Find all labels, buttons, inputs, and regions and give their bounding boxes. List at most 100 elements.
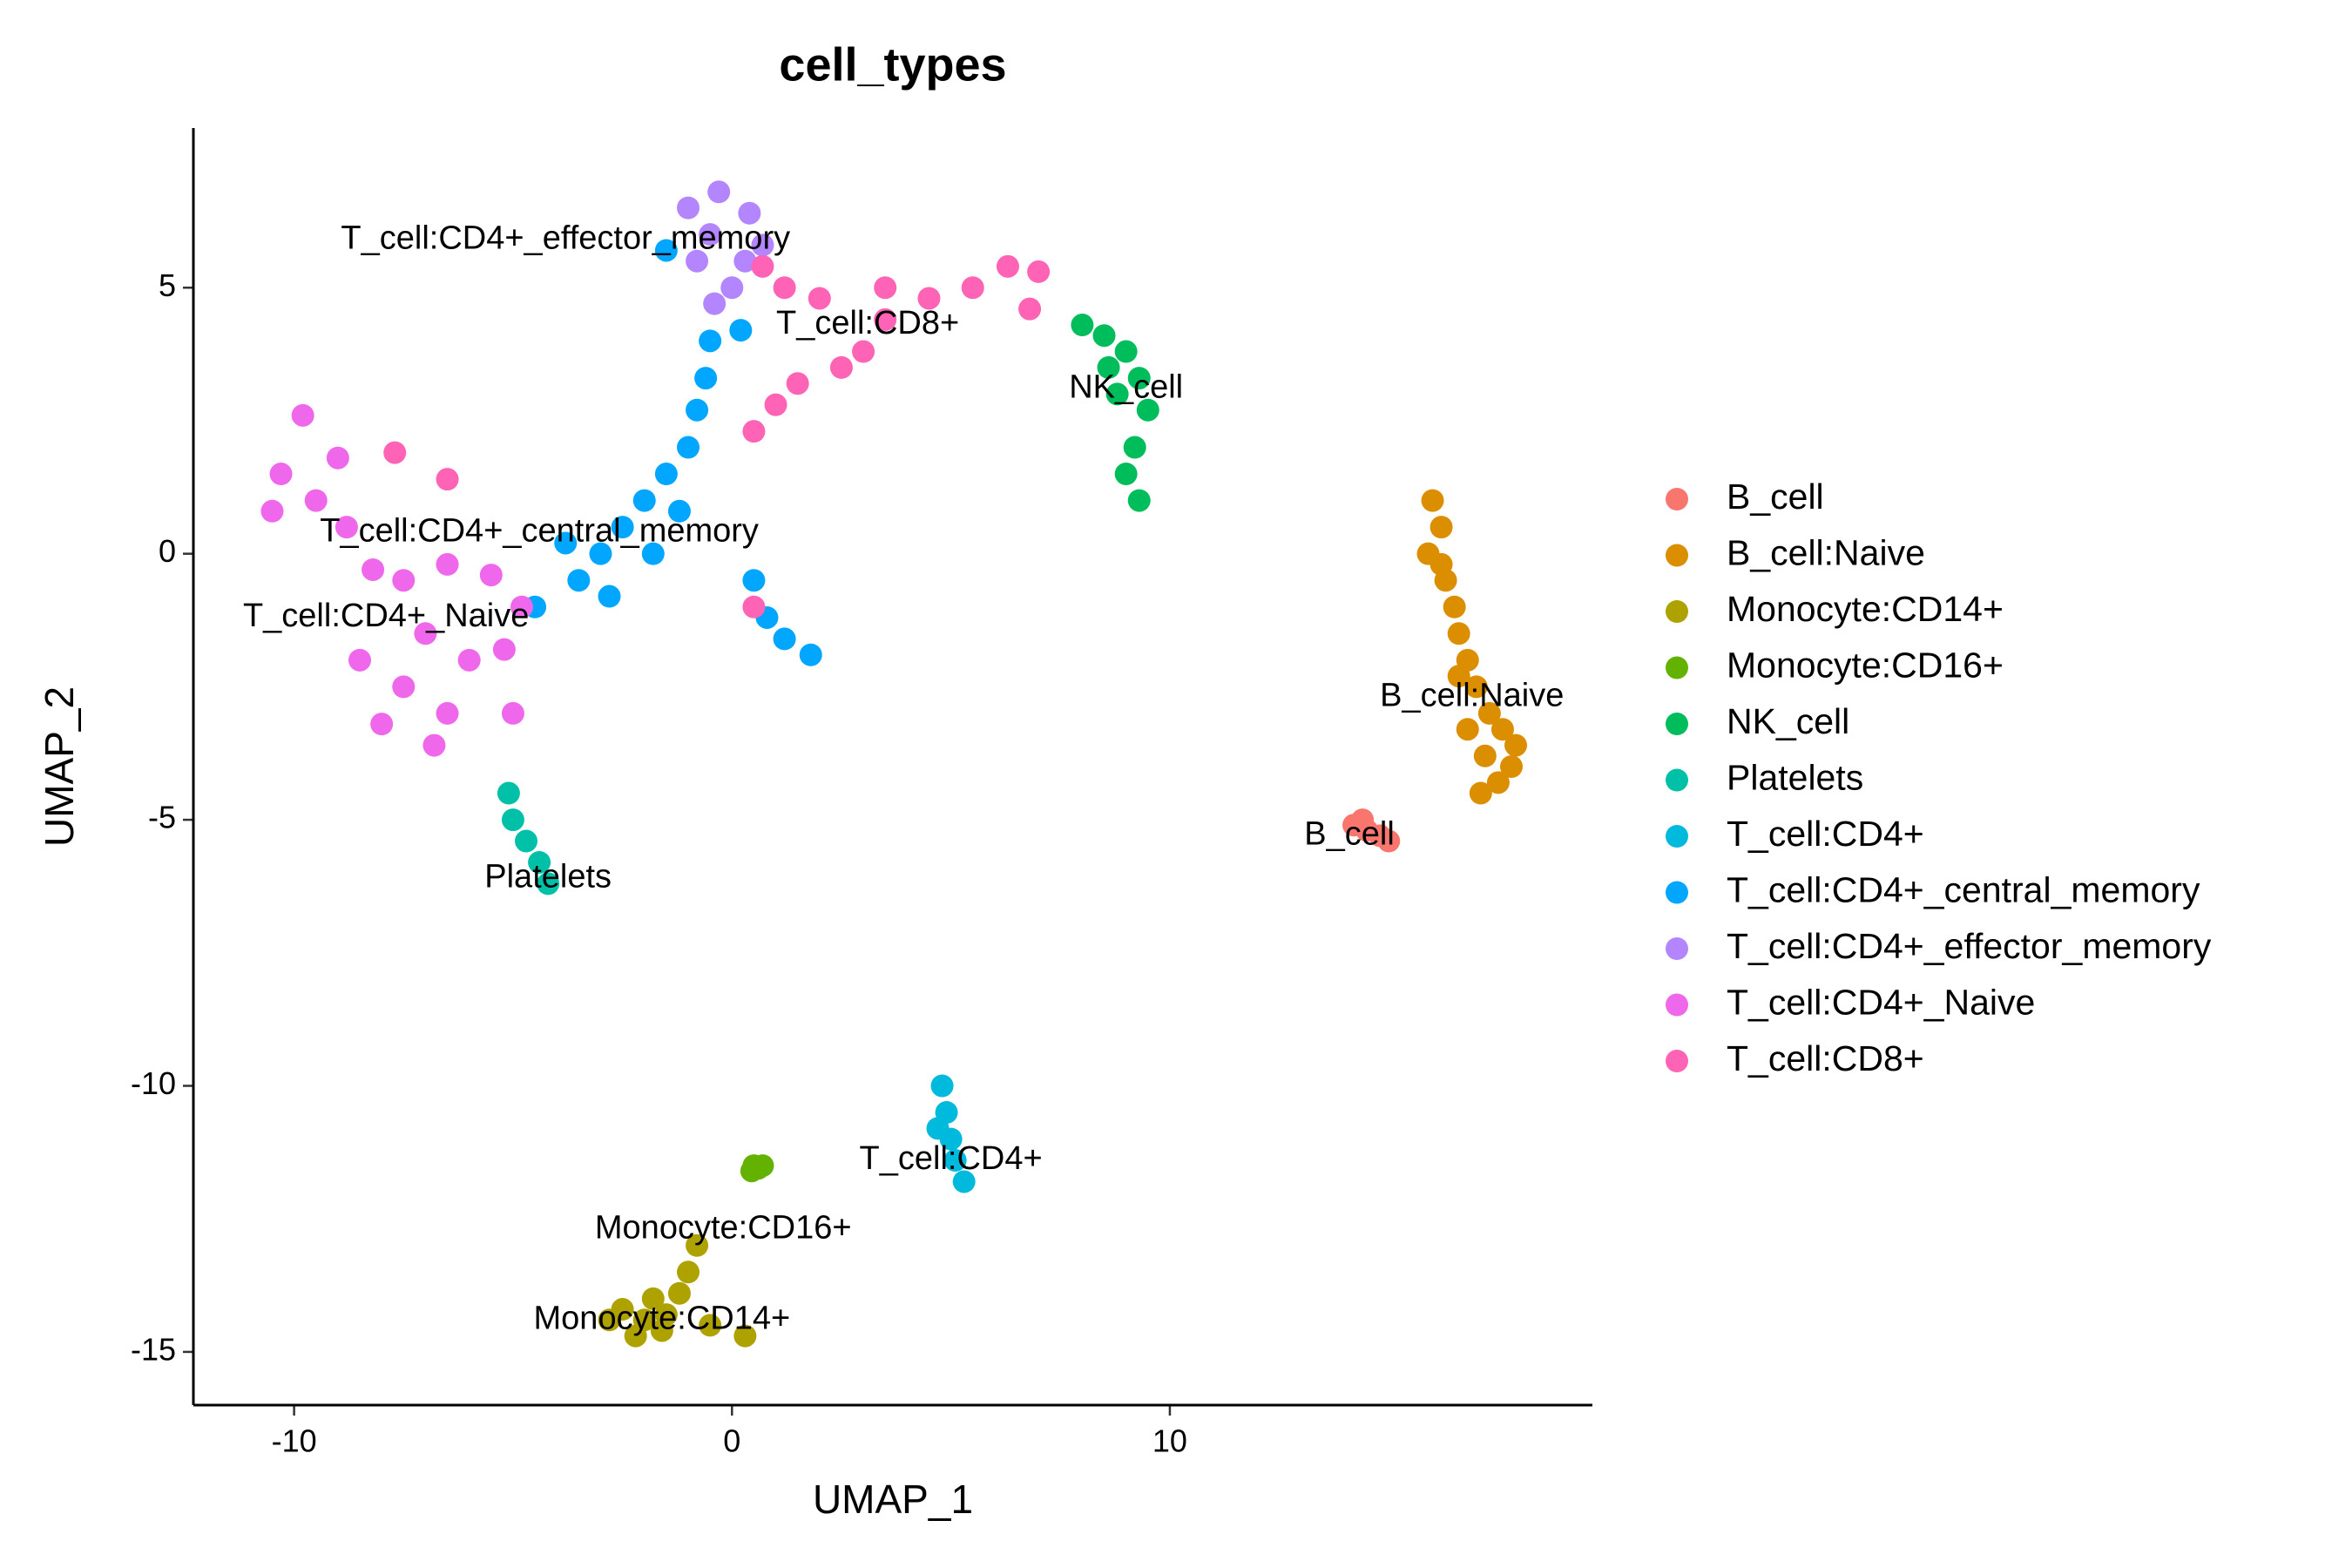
point xyxy=(1429,552,1453,576)
point xyxy=(1018,297,1042,321)
point xyxy=(764,393,787,416)
point xyxy=(733,1324,757,1348)
point xyxy=(598,1308,621,1332)
point xyxy=(1500,755,1524,778)
cluster-label: T_cell:CD4+ xyxy=(860,1140,1043,1177)
point xyxy=(497,781,520,805)
point xyxy=(641,1287,665,1310)
cluster-label: T_cell:CD8+ xyxy=(776,305,959,341)
point xyxy=(641,542,665,565)
point xyxy=(1114,340,1138,363)
point xyxy=(611,516,634,539)
cluster-label: B_cell:Naive xyxy=(1380,678,1564,714)
point xyxy=(751,1154,774,1178)
point xyxy=(1447,622,1470,645)
legend-key xyxy=(1666,600,1688,623)
point xyxy=(348,648,372,672)
point xyxy=(260,499,284,523)
cluster-label: Platelets xyxy=(484,858,612,895)
point xyxy=(699,1314,722,1337)
x-tick-label: -10 xyxy=(272,1423,317,1459)
point xyxy=(528,850,551,874)
point xyxy=(799,643,822,666)
point xyxy=(686,249,709,273)
point xyxy=(751,254,774,278)
chart-title: cell_types xyxy=(779,38,1006,91)
point xyxy=(852,340,875,363)
point xyxy=(1105,382,1129,406)
point xyxy=(699,223,722,247)
legend-label: T_cell:CD4+_central_memory xyxy=(1727,869,2200,909)
point xyxy=(1071,314,1094,337)
point xyxy=(742,595,766,618)
point xyxy=(952,1170,976,1193)
y-tick-label: 0 xyxy=(159,533,176,569)
point xyxy=(917,287,941,310)
point xyxy=(650,1319,673,1342)
point xyxy=(1443,595,1466,618)
point xyxy=(1097,355,1120,379)
point xyxy=(362,558,385,581)
cluster-label: T_cell:CD4+_effector_memory xyxy=(341,220,790,256)
legend-label: Monocyte:CD14+ xyxy=(1727,589,2004,629)
legend-key xyxy=(1666,937,1688,960)
point xyxy=(515,829,538,853)
point xyxy=(738,201,761,225)
point xyxy=(335,516,358,539)
point xyxy=(654,239,678,262)
x-axis-label: UMAP_1 xyxy=(813,1477,973,1522)
x-tick-label: 0 xyxy=(723,1423,740,1459)
point xyxy=(1477,701,1501,725)
point xyxy=(1429,516,1453,539)
cluster-label: T_cell:CD4+_Naive xyxy=(243,598,529,634)
point xyxy=(479,564,503,587)
legend-key xyxy=(1666,713,1688,735)
x-tick-label: 10 xyxy=(1152,1423,1187,1459)
point xyxy=(436,468,459,491)
point xyxy=(742,569,766,592)
point xyxy=(392,569,416,592)
legend-label: T_cell:CD4+ xyxy=(1727,814,1924,854)
cluster-label: B_cell xyxy=(1304,815,1395,852)
point xyxy=(1473,744,1497,767)
y-tick-label: -10 xyxy=(131,1065,176,1101)
point xyxy=(501,808,524,832)
point xyxy=(1377,829,1401,853)
point xyxy=(742,420,766,443)
point xyxy=(589,542,612,565)
point xyxy=(422,733,446,757)
legend-label: T_cell:CD4+_effector_memory xyxy=(1727,926,2212,966)
point xyxy=(567,569,591,592)
point xyxy=(751,233,774,257)
legend-key xyxy=(1666,825,1688,848)
point xyxy=(501,701,524,725)
point xyxy=(1421,489,1444,512)
cluster-label: T_cell:CD4+_central_memory xyxy=(320,512,759,549)
y-tick-label: 5 xyxy=(159,267,176,303)
cluster-label: NK_cell xyxy=(1069,368,1183,405)
cluster-label: Monocyte:CD16+ xyxy=(595,1209,852,1246)
point xyxy=(808,287,831,310)
point xyxy=(510,595,533,618)
point xyxy=(1464,675,1488,699)
point xyxy=(703,292,727,315)
point xyxy=(492,638,516,661)
point xyxy=(773,276,796,300)
point xyxy=(926,1117,950,1140)
legend-key xyxy=(1666,488,1688,510)
point xyxy=(667,1281,691,1305)
y-axis-label: UMAP_2 xyxy=(37,686,82,847)
point xyxy=(1092,324,1116,348)
point xyxy=(1127,489,1151,512)
point xyxy=(699,329,722,353)
legend-label: Monocyte:CD16+ xyxy=(1727,645,2004,685)
point xyxy=(554,531,578,555)
point xyxy=(414,622,437,645)
legend-label: NK_cell xyxy=(1727,701,1849,741)
point xyxy=(943,1149,967,1173)
point xyxy=(773,627,796,651)
point xyxy=(677,436,700,459)
point xyxy=(1490,718,1514,741)
point xyxy=(1504,733,1528,757)
point xyxy=(624,1324,647,1348)
